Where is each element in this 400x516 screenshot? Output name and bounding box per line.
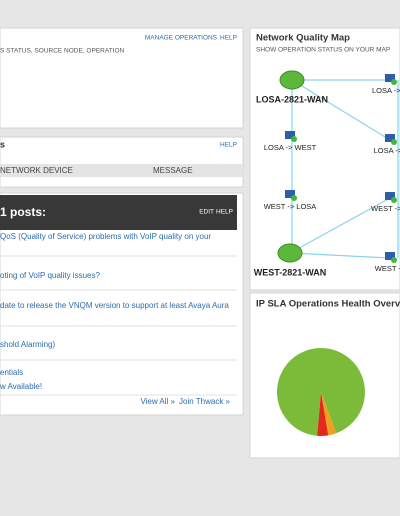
pie-slice [321, 392, 337, 436]
table-header [0, 164, 243, 177]
link[interactable]: HELP [216, 209, 233, 216]
operations-panel [0, 27, 244, 129]
router-icon [277, 243, 303, 263]
map-links [289, 79, 399, 259]
status-dot [391, 197, 397, 203]
pie-slice [277, 348, 366, 436]
events-panel [0, 136, 244, 188]
pie-slice [317, 392, 329, 436]
status-dot [291, 195, 297, 201]
operation-label: WEST -> LOSA [264, 202, 317, 211]
router-label: LOSA-2821-WAN [256, 94, 328, 104]
link[interactable]: HELP [220, 142, 237, 149]
thwack-header [0, 195, 237, 230]
router-icon [279, 70, 305, 90]
status-dot [391, 79, 397, 85]
operation-label: WEST -> [375, 264, 400, 273]
separators [0, 255, 237, 396]
operation-label: LOSA -> I [374, 146, 400, 155]
status-dot [391, 139, 397, 145]
column-header: NETWORK DEVICE [0, 166, 73, 175]
link[interactable]: MANAGE OPERATIONS [145, 35, 218, 42]
post-link[interactable]: w Available! [0, 382, 42, 391]
link[interactable]: EDIT [199, 209, 214, 216]
operation-icon [385, 252, 395, 260]
post-link[interactable]: shold Alarming) [0, 340, 55, 349]
panel-title: IP SLA Operations Health Overvie [256, 299, 400, 310]
operation-label: LOSA -> N [372, 86, 400, 95]
operation-label: WEST -> N [371, 204, 400, 213]
panel-title: 1 posts: [0, 205, 46, 219]
link[interactable]: HELP [220, 35, 237, 42]
router-label: WEST-2821-WAN [254, 267, 327, 277]
operation-icon [285, 131, 295, 139]
subtitle: SHOW OPERATION STATUS ON YOUR MAP [256, 47, 390, 54]
link[interactable]: Join Thwack » [179, 397, 231, 406]
operation-icon [385, 134, 395, 142]
operation-label: LOSA -> WEST [264, 143, 317, 152]
post-link[interactable]: oting of VoIP quality issues? [0, 271, 100, 280]
column-header: MESSAGE [153, 166, 193, 175]
post-link[interactable]: QoS (Quality of Service) problems with V… [0, 232, 211, 241]
operation-icon [385, 74, 395, 82]
post-link[interactable]: date to release the VNQM version to supp… [0, 301, 229, 310]
link[interactable]: View All » [140, 397, 175, 406]
operation-icon [385, 192, 395, 200]
status-dot [391, 257, 397, 263]
map-panel [249, 27, 400, 291]
panel-title: s [0, 139, 5, 149]
operation-icon [285, 190, 295, 198]
subtitle: S STATUS, SOURCE NODE, OPERATION [0, 48, 125, 55]
status-dot [291, 136, 297, 142]
post-link[interactable]: entials [0, 368, 23, 377]
panel-title: Network Quality Map [256, 33, 350, 44]
